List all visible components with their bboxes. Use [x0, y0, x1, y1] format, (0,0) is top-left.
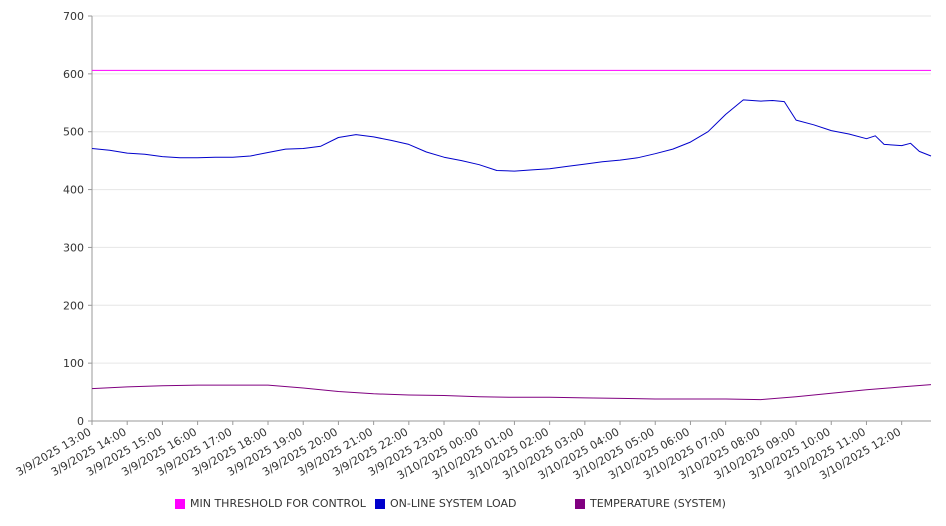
y-tick-label-700: 700	[63, 10, 84, 23]
legend-swatch-temperature	[575, 498, 585, 509]
legend-item-system-load[interactable]: ON-LINE SYSTEM LOAD	[375, 497, 516, 510]
y-tick-label-0: 0	[77, 415, 84, 428]
legend-swatch-min-threshold	[175, 498, 185, 509]
y-tick-labels: 0 100 200 300 400 500 600 700	[63, 10, 84, 428]
legend-label-temperature: TEMPERATURE (SYSTEM)	[590, 497, 726, 510]
legend-item-min-threshold[interactable]: MIN THRESHOLD FOR CONTROL	[175, 497, 366, 510]
x-tick-labels: 3/9/2025 13:003/9/2025 14:003/9/2025 15:…	[14, 425, 903, 482]
legend-label-system-load: ON-LINE SYSTEM LOAD	[390, 497, 517, 510]
legend-item-temperature[interactable]: TEMPERATURE (SYSTEM)	[575, 497, 726, 510]
y-tick-label-600: 600	[63, 68, 84, 81]
axes	[91, 16, 931, 422]
y-tick-label-400: 400	[63, 184, 84, 197]
y-tick-label-100: 100	[63, 357, 84, 370]
legend: MIN THRESHOLD FOR CONTROL ON-LINE SYSTEM…	[0, 497, 946, 515]
y-tick-label-500: 500	[63, 126, 84, 139]
y-tick-label-200: 200	[63, 299, 84, 312]
series-lines	[91, 69, 932, 401]
grid-lines	[88, 15, 931, 425]
legend-label-min-threshold: MIN THRESHOLD FOR CONTROL	[190, 497, 366, 510]
series-system-load-line	[91, 99, 932, 172]
y-tick-label-300: 300	[63, 241, 84, 254]
series-temperature-line	[91, 384, 932, 401]
legend-swatch-system-load	[375, 498, 385, 509]
